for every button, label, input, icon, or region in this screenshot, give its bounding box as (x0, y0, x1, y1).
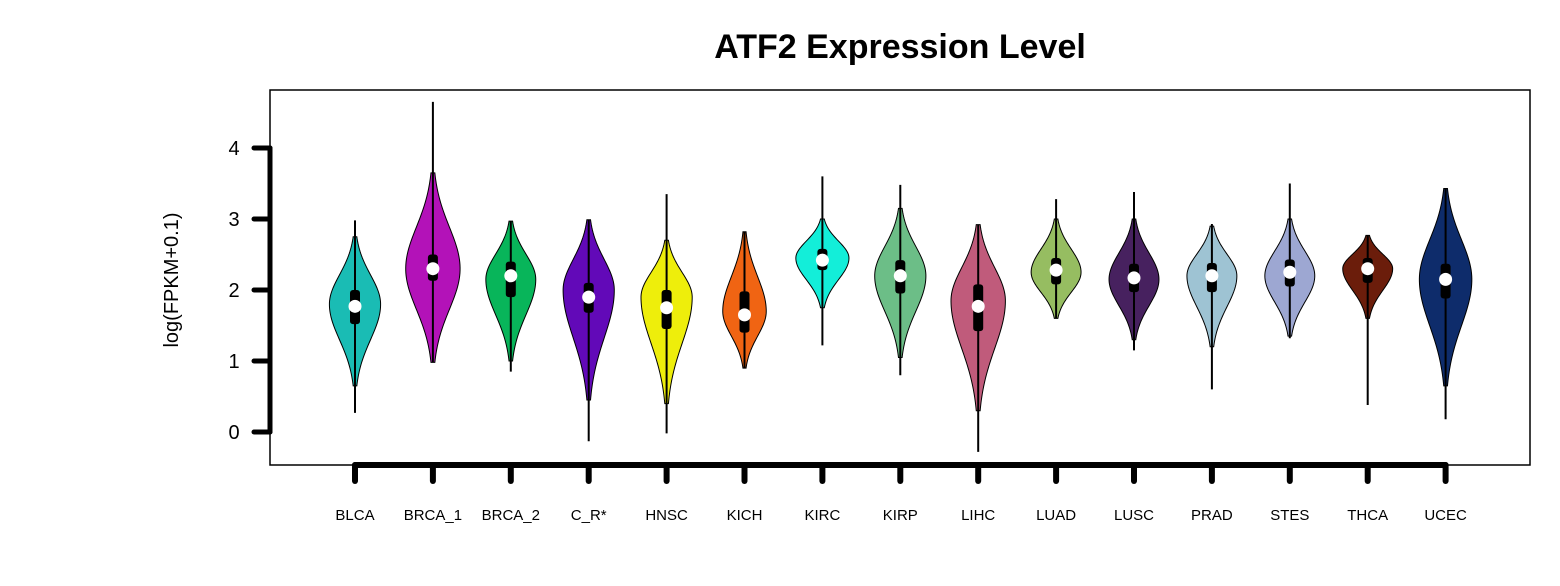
violin-kich (722, 231, 767, 369)
x-tick-label: KICH (727, 507, 763, 524)
violin-thca (1342, 234, 1394, 406)
x-tick-label: THCA (1347, 507, 1388, 524)
x-tick-label: KIRC (804, 507, 840, 524)
x-tick-label: BLCA (335, 507, 374, 524)
violin-median-point (1439, 272, 1453, 286)
violin-brca-1 (405, 101, 461, 363)
violin-prad (1186, 223, 1238, 390)
violin-ucec (1418, 187, 1473, 420)
x-tick-label: STES (1270, 507, 1309, 524)
violin-median-point (893, 269, 907, 283)
x-tick-label: PRAD (1191, 507, 1233, 524)
violin-hnsc (640, 194, 693, 434)
violin-kirp (874, 184, 927, 376)
violin-median-point (582, 290, 596, 304)
chart-title: ATF2 Expression Level (714, 28, 1086, 66)
x-tick-label: UCEC (1424, 507, 1467, 524)
violin-median-point (1049, 263, 1063, 277)
y-tick-label: 4 (228, 138, 239, 160)
violin-luad (1030, 199, 1082, 319)
violin-stes (1264, 183, 1316, 339)
y-tick-label: 2 (228, 280, 239, 302)
violin-median-point (971, 299, 985, 313)
y-axis: 0 1 2 3 4 (228, 138, 273, 444)
violin-median-point (738, 308, 751, 322)
y-tick-label: 3 (228, 209, 239, 231)
x-tick-label: BRCA_1 (404, 507, 462, 524)
violin-median-point (660, 301, 674, 315)
y-tick-label: 1 (228, 351, 239, 373)
x-tick-label: C_R* (571, 507, 607, 524)
violin-median-point (426, 262, 440, 276)
violins (328, 101, 1473, 452)
x-axis: BLCA BRCA_1 BRCA_2 C_R* HNSC KICH KIRC KIRP LIHC… (335, 462, 1467, 524)
violin-median-point (348, 299, 362, 313)
violin-c-r- (562, 219, 615, 442)
x-tick-label: HNSC (645, 507, 688, 524)
violin-blca (328, 220, 382, 413)
x-tick-label: BRCA_2 (482, 507, 540, 524)
violin-median-point (504, 269, 518, 283)
violin-median-point (1361, 262, 1375, 276)
y-axis-label: log(FPKM+0.1) (161, 212, 183, 347)
violin-median-point (815, 253, 829, 267)
x-tick-label: LUAD (1036, 507, 1076, 524)
violin-kirc (795, 176, 850, 346)
violin-lusc (1108, 192, 1160, 351)
violin-median-point (1205, 269, 1219, 283)
violin-brca-2 (485, 220, 537, 372)
x-tick-label: LIHC (961, 507, 995, 524)
violin-median-point (1283, 265, 1297, 279)
y-tick-label: 0 (228, 422, 239, 444)
x-tick-label: KIRP (883, 507, 918, 524)
violin-median-point (1127, 271, 1141, 285)
x-tick-label: LUSC (1114, 507, 1154, 524)
violin-lihc (950, 224, 1006, 452)
